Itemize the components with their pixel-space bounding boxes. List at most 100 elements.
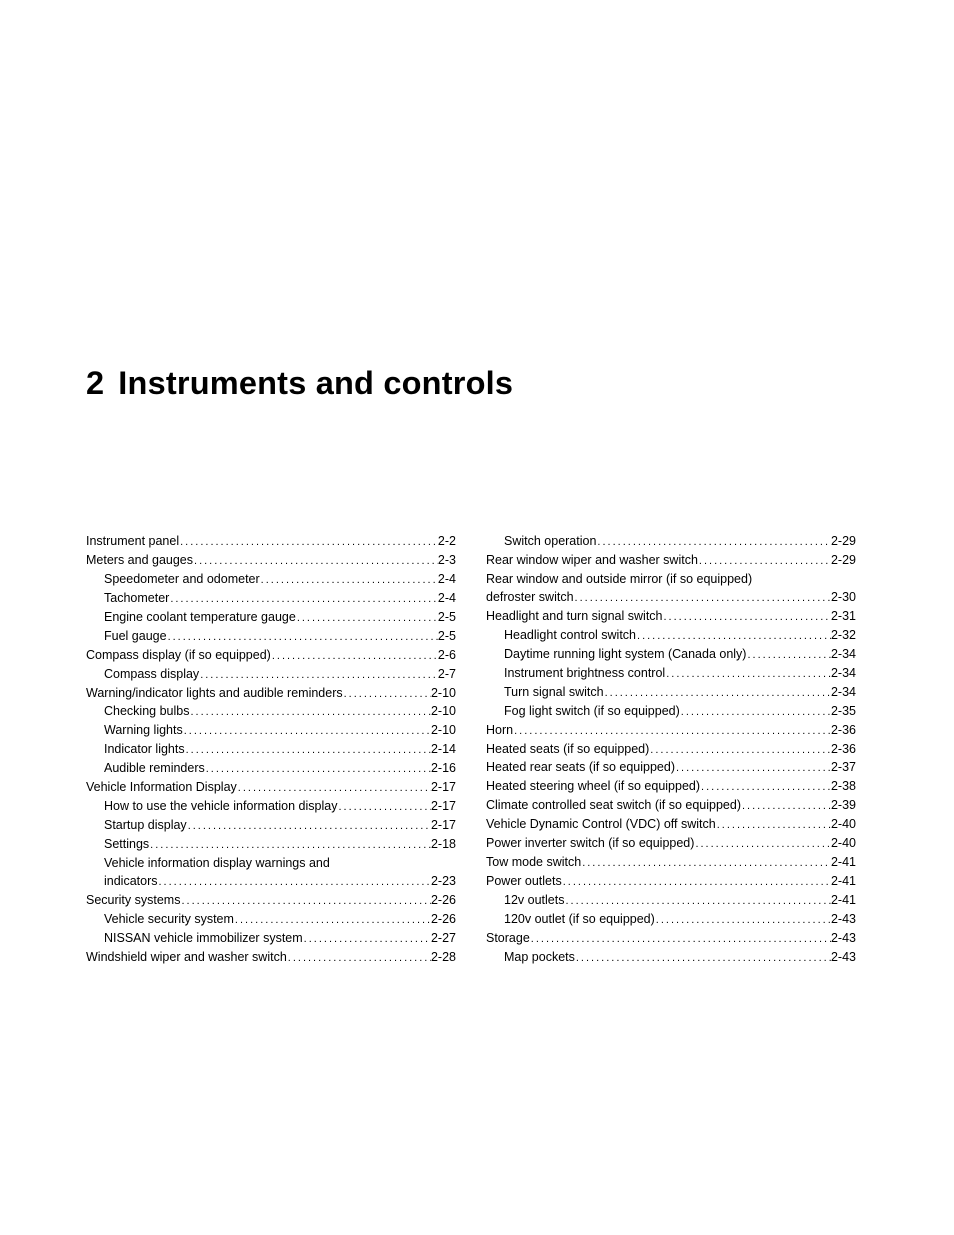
toc-entry-page: 2-5 xyxy=(438,608,456,626)
toc-entry-label: 12v outlets xyxy=(486,891,564,909)
toc-leader-dots xyxy=(287,951,431,967)
toc-leader-dots xyxy=(187,819,431,835)
toc-entry-page: 2-28 xyxy=(431,948,456,966)
table-of-contents: Instrument panel2-2Meters and gauges2-3S… xyxy=(86,532,868,967)
toc-entry-label: Vehicle Information Display xyxy=(86,778,237,796)
toc-entry: Warning lights2-10 xyxy=(86,721,456,740)
toc-leader-dots xyxy=(655,913,831,929)
toc-leader-dots xyxy=(180,894,431,910)
toc-column-right: Switch operation 2-29Rear window wiper an… xyxy=(486,532,856,967)
toc-entry-page: 2-18 xyxy=(431,835,456,853)
toc-entry: Speedometer and odometer 2-4 xyxy=(86,570,456,589)
toc-entry: Warning/indicator lights and audible rem… xyxy=(86,684,456,703)
toc-leader-dots xyxy=(562,875,831,891)
toc-leader-dots xyxy=(665,667,831,683)
toc-entry-label: Tachometer xyxy=(86,589,169,607)
toc-entry-page: 2-26 xyxy=(431,891,456,909)
toc-entry-label: Settings xyxy=(86,835,149,853)
toc-entry-label: Instrument panel xyxy=(86,532,179,550)
toc-entry: Fuel gauge2-5 xyxy=(86,627,456,646)
toc-entry: Heated seats (if so equipped)2-36 xyxy=(486,740,856,759)
toc-entry: Rear window and outside mirror (if so eq… xyxy=(486,570,856,607)
toc-entry: Instrument panel 2-2 xyxy=(86,532,456,551)
toc-leader-dots xyxy=(237,781,431,797)
toc-entry: Heated rear seats (if so equipped)2-37 xyxy=(486,758,856,777)
toc-leader-dots xyxy=(564,894,831,910)
toc-entry-page: 2-17 xyxy=(431,816,456,834)
toc-entry: Engine coolant temperature gauge2-5 xyxy=(86,608,456,627)
toc-entry: Meters and gauges2-3 xyxy=(86,551,456,570)
toc-leader-dots xyxy=(189,705,431,721)
toc-entry-page: 2-41 xyxy=(831,872,856,890)
toc-entry-label: Meters and gauges xyxy=(86,551,193,569)
toc-leader-dots xyxy=(271,649,438,665)
toc-leader-dots xyxy=(530,932,831,948)
toc-entry-label: Climate controlled seat switch (if so eq… xyxy=(486,796,741,814)
toc-entry-label: Horn xyxy=(486,721,513,739)
toc-entry-page: 2-10 xyxy=(431,721,456,739)
toc-leader-dots xyxy=(185,743,431,759)
toc-entry-page: 2-14 xyxy=(431,740,456,758)
toc-entry: Indicator lights2-14 xyxy=(86,740,456,759)
toc-entry-label: Power outlets xyxy=(486,872,562,890)
toc-entry: Switch operation 2-29 xyxy=(486,532,856,551)
toc-entry-page: 2-5 xyxy=(438,627,456,645)
toc-entry-label: Compass display (if so equipped) xyxy=(86,646,271,664)
toc-leader-dots xyxy=(649,743,831,759)
toc-entry-page: 2-29 xyxy=(831,532,856,550)
toc-entry-label: Startup display xyxy=(86,816,187,834)
toc-entry-page: 2-40 xyxy=(831,834,856,852)
toc-leader-dots xyxy=(234,913,431,929)
toc-entry: Rear window wiper and washer switch2-29 xyxy=(486,551,856,570)
toc-entry: Compass display 2-7 xyxy=(86,665,456,684)
toc-entry-label: Fog light switch (if so equipped) xyxy=(486,702,680,720)
toc-leader-dots xyxy=(158,875,431,891)
toc-entry-page: 2-2 xyxy=(438,532,456,550)
toc-entry: Audible reminders2-16 xyxy=(86,759,456,778)
toc-entry-page: 2-30 xyxy=(831,588,856,606)
toc-entry-page: 2-36 xyxy=(831,721,856,739)
toc-leader-dots xyxy=(205,762,431,778)
toc-entry-label: Compass display xyxy=(86,665,199,683)
toc-entry-label: Security systems xyxy=(86,891,180,909)
toc-entry: Instrument brightness control 2-34 xyxy=(486,664,856,683)
toc-entry-label: 120v outlet (if so equipped) xyxy=(486,910,655,928)
toc-entry-label: Storage xyxy=(486,929,530,947)
chapter-heading: 2Instruments and controls xyxy=(86,365,868,402)
toc-entry-line: Rear window and outside mirror (if so eq… xyxy=(486,570,856,588)
toc-entry-label: Switch operation xyxy=(486,532,596,550)
toc-entry: Daytime running light system (Canada onl… xyxy=(486,645,856,664)
toc-column-left: Instrument panel2-2Meters and gauges2-3S… xyxy=(86,532,456,967)
toc-entry-line: Vehicle information display warnings and xyxy=(86,854,456,872)
toc-entry-page: 2-31 xyxy=(831,607,856,625)
toc-entry: Horn 2-36 xyxy=(486,721,856,740)
toc-entry-label: Instrument brightness control xyxy=(486,664,665,682)
toc-entry-page: 2-23 xyxy=(431,872,456,890)
toc-entry: Vehicle information display warnings and… xyxy=(86,854,456,891)
toc-entry-label: indicators xyxy=(86,872,158,890)
toc-leader-dots xyxy=(636,629,831,645)
toc-entry-page: 2-17 xyxy=(431,778,456,796)
toc-entry-label: Tow mode switch xyxy=(486,853,581,871)
toc-entry-page: 2-4 xyxy=(438,570,456,588)
toc-leader-dots xyxy=(167,630,438,646)
toc-entry-page: 2-7 xyxy=(438,665,456,683)
toc-entry-page: 2-16 xyxy=(431,759,456,777)
toc-entry: Vehicle Information Display 2-17 xyxy=(86,778,456,797)
toc-leader-dots xyxy=(193,554,438,570)
toc-entry: Startup display 2-17 xyxy=(86,816,456,835)
toc-entry: Power inverter switch (if so equipped)2-… xyxy=(486,834,856,853)
toc-entry: Vehicle security system2-26 xyxy=(86,910,456,929)
toc-entry-label: Warning/indicator lights and audible rem… xyxy=(86,684,343,702)
toc-leader-dots xyxy=(296,611,438,627)
toc-entry-page: 2-4 xyxy=(438,589,456,607)
toc-entry: Settings 2-18 xyxy=(86,835,456,854)
toc-entry-page: 2-35 xyxy=(831,702,856,720)
toc-entry-label: Speedometer and odometer xyxy=(86,570,260,588)
toc-leader-dots xyxy=(183,724,431,740)
toc-leader-dots xyxy=(149,838,431,854)
toc-entry-page: 2-34 xyxy=(831,664,856,682)
toc-entry-label: NISSAN vehicle immobilizer system xyxy=(86,929,303,947)
toc-leader-dots xyxy=(575,951,831,967)
toc-entry-page: 2-41 xyxy=(831,853,856,871)
